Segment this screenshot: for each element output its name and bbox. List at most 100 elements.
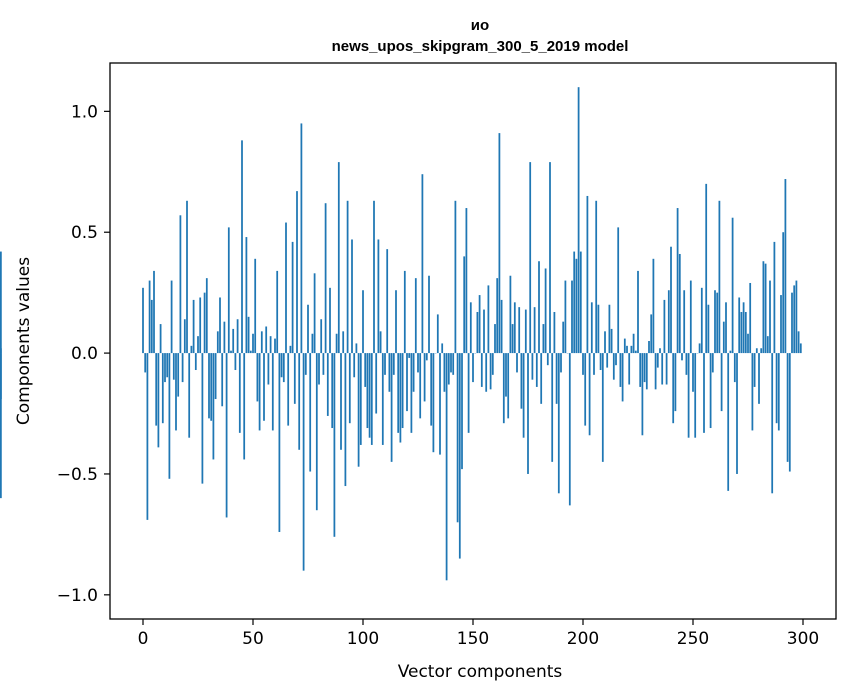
bar-component-248 xyxy=(687,353,690,438)
bar-component-283 xyxy=(764,263,767,354)
bar-component-51 xyxy=(254,258,257,354)
bar-component-181 xyxy=(540,353,543,404)
bar-component-21 xyxy=(188,353,191,438)
bar-component-236 xyxy=(661,353,664,385)
bar-component-17 xyxy=(179,215,182,354)
bar-component-199 xyxy=(579,251,582,354)
bar-component-226 xyxy=(639,353,642,387)
bar-component-119 xyxy=(403,270,406,354)
bar-component-24 xyxy=(194,353,197,371)
bar-component-13 xyxy=(170,280,173,354)
bar-component-241 xyxy=(672,353,675,424)
bar-component-105 xyxy=(373,200,375,354)
bar-component-145 xyxy=(461,353,463,470)
bar-component-36 xyxy=(221,353,224,407)
bar-component-44 xyxy=(238,353,241,433)
bar-component-258 xyxy=(709,353,712,429)
bar-component-59 xyxy=(271,353,274,431)
bar-component-41 xyxy=(232,328,235,354)
bar-component-249 xyxy=(689,280,692,354)
bar-component-244 xyxy=(678,253,681,354)
bar-component-289 xyxy=(777,353,780,431)
bar-component-261 xyxy=(716,292,719,354)
bar-component-1 xyxy=(144,353,147,373)
bar-component-5 xyxy=(153,270,155,354)
bar-component-219 xyxy=(623,338,626,354)
bar-component-114 xyxy=(392,353,395,375)
bar-component-160 xyxy=(494,324,496,354)
bar-component-27 xyxy=(201,353,204,484)
bar-component-237 xyxy=(663,299,666,354)
bar-component-100 xyxy=(362,290,364,354)
bar-component-74 xyxy=(304,353,307,375)
bar-component-97 xyxy=(355,343,358,354)
bar-component-225 xyxy=(637,270,639,354)
bar-component-173 xyxy=(522,353,525,438)
bar-component-55 xyxy=(263,353,265,421)
bar-component-undefined xyxy=(0,251,2,354)
bar-component-137 xyxy=(443,353,446,392)
bar-component-144 xyxy=(458,353,461,559)
bar-component-298 xyxy=(797,331,800,354)
bar-component-271 xyxy=(738,297,741,354)
bar-component-254 xyxy=(700,287,703,354)
bar-component-120 xyxy=(406,353,408,412)
bar-component-undefined xyxy=(0,353,2,400)
bar-component-81 xyxy=(320,319,323,354)
bar-component-213 xyxy=(610,328,613,354)
bar-component-183 xyxy=(544,268,547,354)
bar-component-95 xyxy=(351,239,353,354)
bar-component-233 xyxy=(654,353,657,390)
bar-component-123 xyxy=(412,353,415,392)
bar-component-262 xyxy=(718,200,721,354)
bar-component-202 xyxy=(586,195,589,354)
bar-component-164 xyxy=(502,353,505,424)
bar-component-253 xyxy=(698,343,701,354)
bar-component-211 xyxy=(606,353,609,368)
bar-component-98 xyxy=(357,353,360,467)
bar-component-288 xyxy=(775,353,778,424)
y-axis-ticks: −1.0 −0.5 0.0 0.5 1.0 xyxy=(57,102,110,606)
bar-component-138 xyxy=(445,353,448,581)
bar-component-278 xyxy=(753,353,756,387)
bar-component-70 xyxy=(296,191,298,354)
x-tick-label: 200 xyxy=(567,629,599,649)
bar-component-47 xyxy=(245,237,248,354)
bar-component-196 xyxy=(573,251,576,354)
bar-component-292 xyxy=(784,179,787,354)
bar-component-204 xyxy=(590,302,593,354)
bar-component-28 xyxy=(203,292,206,354)
bar-component-116 xyxy=(397,353,400,433)
x-tick-label: 50 xyxy=(242,629,264,649)
bar-component-33 xyxy=(214,353,217,400)
bar-component-146 xyxy=(463,256,466,354)
bar-component-189 xyxy=(557,353,560,494)
bar-component-94 xyxy=(348,353,351,424)
bar-component-8 xyxy=(159,324,162,354)
bar-component-131 xyxy=(430,353,433,426)
bar-component-134 xyxy=(436,314,439,354)
bar-component-77 xyxy=(311,333,314,354)
bar-component-206 xyxy=(595,200,598,354)
bar-component-93 xyxy=(346,200,349,354)
bar-component-277 xyxy=(751,353,754,431)
bar-component-62 xyxy=(278,353,281,532)
bar-component-228 xyxy=(643,353,646,383)
y-axis-label: Components values xyxy=(14,257,34,425)
bar-component-239 xyxy=(667,290,670,354)
bar-component-169 xyxy=(513,302,516,354)
bar-component-32 xyxy=(212,353,215,460)
bar-component-260 xyxy=(714,290,716,354)
bar-component-46 xyxy=(243,353,246,460)
bar-component-267 xyxy=(729,350,732,354)
bar-component-115 xyxy=(395,290,397,354)
bar-component-229 xyxy=(645,353,648,390)
bar-component-45 xyxy=(241,140,243,354)
bar-component-187 xyxy=(553,311,556,354)
bar-component-12 xyxy=(168,353,171,479)
chart-title-line1: ио xyxy=(471,17,489,34)
bar-component-290 xyxy=(780,295,782,354)
bar-component-14 xyxy=(172,353,175,380)
bar-component-108 xyxy=(379,331,382,354)
bar-component-162 xyxy=(498,133,501,354)
